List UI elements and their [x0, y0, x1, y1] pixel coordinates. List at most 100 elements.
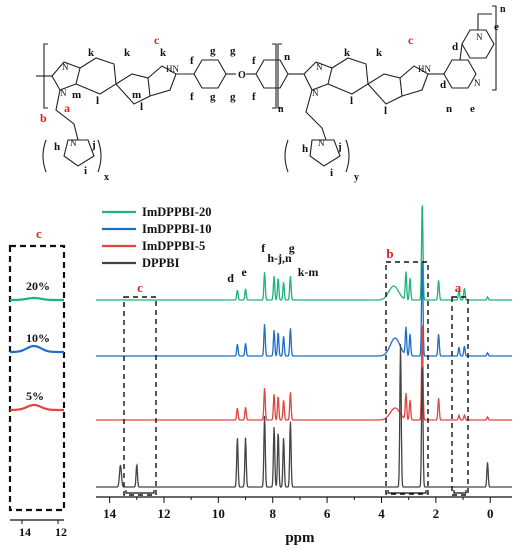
structure-label: f: [190, 55, 194, 67]
structure-label: k: [88, 47, 95, 59]
atom-n: N: [312, 88, 319, 98]
inset-curve: [10, 344, 64, 354]
structure-label: e: [470, 103, 475, 115]
structure-label: g: [230, 45, 236, 57]
box-a: [451, 296, 469, 496]
right-bracket: [492, 5, 497, 91]
inset-panel: c 20% 10% 5% 14 12: [8, 226, 67, 539]
structure-label: n: [284, 51, 290, 63]
structure-label: d: [440, 79, 446, 91]
x-tick-label: 6: [324, 506, 331, 521]
inset-header: c: [36, 226, 42, 241]
structure-label-red: b: [40, 111, 47, 125]
inset-curve: [10, 403, 64, 412]
mid-bracket-left: [272, 43, 277, 109]
spectrum-imdppbi-20: [96, 205, 512, 302]
structure-label: e: [494, 21, 499, 33]
structure-label: k: [124, 47, 131, 59]
legend-label: ImDPPBI-5: [142, 239, 205, 253]
peak-annotations: d efh-j,ngk-m c b a: [125, 241, 467, 494]
x-tick-label: 8: [269, 506, 276, 521]
x-tick-label: 10: [212, 506, 225, 521]
pyridine-ring-2: [461, 29, 495, 59]
structure-label-red: a: [64, 101, 70, 115]
legend-label: DPPBI: [142, 256, 180, 270]
structure-label: f: [190, 91, 194, 103]
peak-label: e: [242, 265, 248, 279]
structure-label: f: [252, 55, 256, 67]
structure-label: g: [230, 91, 236, 103]
benzene-ring-4: [367, 73, 403, 105]
x-axis: 14 12 10 8 6 4 2 0 ppm: [96, 496, 512, 546]
side-chain-2: [305, 89, 327, 141]
structure-label: m: [72, 89, 81, 101]
structure-label: h: [302, 143, 308, 155]
structure-label: d: [452, 41, 458, 53]
x-tick-label: 12: [157, 506, 170, 521]
inset-percent-label: 10%: [26, 331, 50, 345]
inset-tick-12: 12: [55, 525, 67, 539]
imidazole-ring-3: [303, 61, 333, 91]
pyridine-ring-1: [443, 59, 477, 89]
structure-label: i: [84, 165, 87, 177]
structure-subscript: y: [354, 172, 359, 183]
peak-label: g: [289, 241, 295, 255]
side-chain-1: [55, 89, 79, 141]
x-axis-title: ppm: [285, 530, 315, 546]
structure-subscript: n: [278, 104, 284, 115]
x-tick-label: 14: [103, 506, 117, 521]
box-b: [385, 261, 429, 495]
side-imidazole-1: [63, 139, 95, 167]
atom-n: N: [60, 88, 67, 98]
atom-o: O: [238, 70, 246, 81]
chemical-structure: [36, 5, 497, 173]
atom-n: N: [476, 32, 483, 42]
box-label: c: [137, 280, 143, 295]
structure-label: k: [160, 47, 167, 59]
x-tick-label: 2: [433, 506, 440, 521]
atom-n: N: [318, 138, 325, 148]
legend: ImDPPBI-20 ImDPPBI-10 ImDPPBI-5 DPPBI: [102, 205, 211, 270]
phenyl-ring-1: [193, 59, 227, 89]
structure-label: l: [140, 101, 143, 113]
legend-label: ImDPPBI-20: [142, 205, 211, 219]
structure-label: f: [252, 91, 256, 103]
inset-curve: [10, 296, 64, 302]
integration-bracket: [125, 490, 155, 494]
structure-label: k: [344, 47, 351, 59]
inset-percent-label: 5%: [26, 389, 44, 403]
structure-label: m: [132, 89, 141, 101]
mid-bracket-right: [277, 43, 282, 109]
structure-subscript: n: [500, 4, 506, 15]
atom-n: N: [316, 62, 323, 72]
nmr-spectra: [96, 205, 512, 488]
inset-percent-label: 20%: [26, 279, 50, 293]
inset-dashed-box: [8, 244, 66, 512]
structure-label: j: [91, 139, 96, 151]
spectrum-imdppbi-5: [96, 325, 512, 421]
benzene-ring-1: [75, 57, 117, 95]
peak-label: h-j,n: [267, 251, 292, 265]
integration-bracket: [453, 490, 467, 494]
structure-subscript: x: [104, 172, 109, 183]
structure-label: g: [210, 45, 216, 57]
x-tick-label: 0: [487, 506, 494, 521]
atom-nh: HN: [166, 64, 179, 74]
structure-label: l: [96, 95, 99, 107]
imidazole-ring-1: [51, 61, 81, 91]
structure-label: l: [384, 105, 387, 117]
structure-label: i: [330, 167, 333, 179]
box-label: b: [386, 246, 393, 261]
side-imidazole-2: [309, 139, 341, 167]
structure-label-red: c: [154, 33, 160, 47]
benzene-ring-2: [115, 73, 151, 105]
box-c: [123, 296, 157, 496]
integration-bracket: [387, 490, 427, 494]
atom-n: N: [70, 138, 77, 148]
peak-label: d: [227, 271, 234, 285]
structure-label: j: [337, 141, 342, 153]
structure-label: k: [376, 47, 383, 59]
phenyl-ring-2: [255, 59, 289, 89]
